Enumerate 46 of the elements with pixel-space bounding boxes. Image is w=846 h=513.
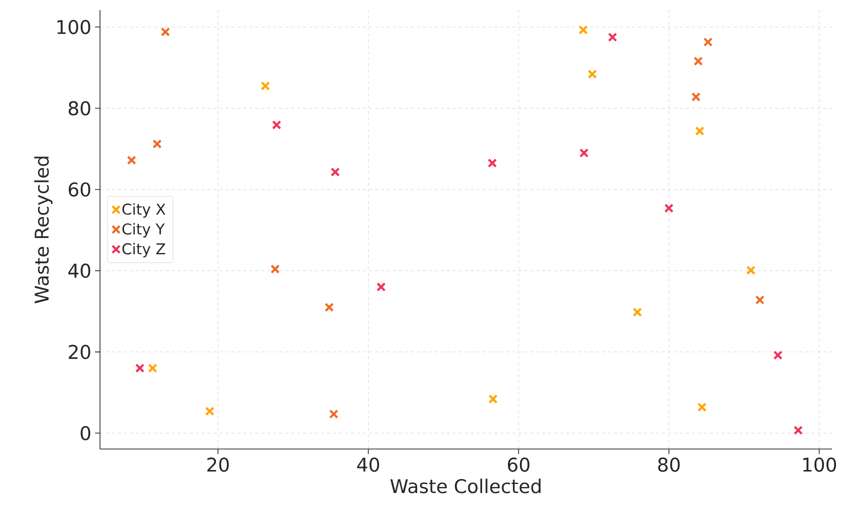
- point: [664, 204, 674, 213]
- legend-label: City X: [122, 203, 166, 218]
- y-tick-label: 80: [68, 101, 90, 116]
- point: [160, 27, 170, 37]
- y-tick-label: 60: [68, 182, 90, 197]
- point: [330, 167, 340, 177]
- x-tick-label: 20: [207, 458, 229, 472]
- y-tick-label: 40: [68, 264, 90, 278]
- x-tick-label: 80: [658, 458, 680, 472]
- point: [260, 81, 270, 91]
- point: [152, 139, 162, 149]
- point: [632, 307, 642, 317]
- point: [755, 295, 765, 305]
- point: [488, 158, 497, 168]
- x-tick-label: 100: [803, 458, 836, 472]
- point: [691, 92, 701, 102]
- point: [376, 282, 386, 292]
- point: [270, 264, 280, 274]
- point: [608, 32, 618, 42]
- point: [329, 409, 338, 419]
- point: [578, 25, 588, 35]
- point: [773, 350, 783, 360]
- point: [746, 266, 756, 275]
- point: [488, 394, 498, 404]
- point: [324, 302, 334, 312]
- y-tick-label: 100: [57, 20, 90, 34]
- point: [148, 364, 158, 373]
- point: [126, 156, 136, 165]
- x-tick-label: 60: [508, 458, 530, 472]
- point: [703, 37, 713, 47]
- point: [205, 406, 214, 416]
- x-tick-label: 40: [357, 458, 380, 472]
- y-tick-label: 20: [68, 344, 90, 360]
- point: [588, 70, 597, 79]
- y-tick-label: 0: [80, 426, 90, 440]
- x-axis-title: Waste Collected: [390, 478, 541, 494]
- point: [135, 364, 144, 373]
- point: [697, 402, 707, 412]
- point: [579, 148, 589, 158]
- point: [794, 426, 803, 435]
- legend-label: City Z: [122, 242, 166, 258]
- legend-label: City Y: [122, 223, 165, 238]
- point: [695, 126, 704, 136]
- point: [694, 56, 703, 66]
- y-axis-title: Waste Recycled: [34, 156, 53, 304]
- point: [272, 120, 282, 130]
